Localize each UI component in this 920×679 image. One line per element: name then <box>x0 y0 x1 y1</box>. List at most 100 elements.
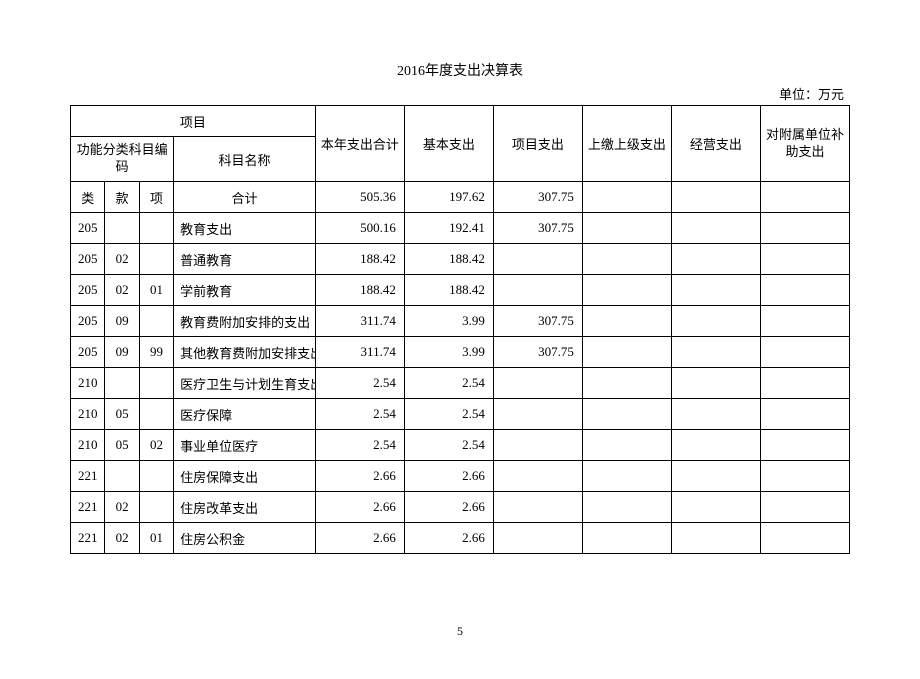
cell-name: 其他教育费附加安排支出 <box>174 337 316 368</box>
cell-xiang <box>139 213 173 244</box>
hdr-project: 项目 <box>71 106 316 137</box>
cell-v5 <box>671 182 760 213</box>
table-row: 2210201住房公积金2.662.66 <box>71 523 850 554</box>
cell-v5 <box>671 244 760 275</box>
unit-label: 单位：万元 <box>70 84 850 103</box>
table-row: 2100502事业单位医疗2.542.54 <box>71 430 850 461</box>
table-row: 221住房保障支出2.662.66 <box>71 461 850 492</box>
table-row: 21005医疗保障2.542.54 <box>71 399 850 430</box>
page-title: 2016年度支出决算表 <box>70 60 850 80</box>
cell-v3: 307.75 <box>493 337 582 368</box>
cell-xiang <box>139 306 173 337</box>
cell-v6 <box>760 182 849 213</box>
hdr-subject-name: 科目名称 <box>174 137 316 182</box>
table-row-heji: 类款项合计505.36197.62307.75 <box>71 182 850 213</box>
cell-v1: 2.54 <box>315 368 404 399</box>
cell-v2: 2.66 <box>404 461 493 492</box>
cell-lei: 221 <box>71 492 105 523</box>
cell-v5 <box>671 399 760 430</box>
cell-v3: 307.75 <box>493 306 582 337</box>
cell-xiang <box>139 492 173 523</box>
table-row: 22102住房改革支出2.662.66 <box>71 492 850 523</box>
cell-v2: 188.42 <box>404 275 493 306</box>
cell-lei: 205 <box>71 337 105 368</box>
cell-v2: 3.99 <box>404 337 493 368</box>
cell-v5 <box>671 492 760 523</box>
cell-kuan: 02 <box>105 275 139 306</box>
cell-lei: 205 <box>71 275 105 306</box>
table-body: 类款项合计505.36197.62307.75205教育支出500.16192.… <box>71 182 850 554</box>
table-row: 2050201学前教育188.42188.42 <box>71 275 850 306</box>
cell-v5 <box>671 306 760 337</box>
cell-v3: 307.75 <box>493 182 582 213</box>
hdr-upper: 上缴上级支出 <box>582 106 671 182</box>
cell-v5 <box>671 337 760 368</box>
cell-name: 事业单位医疗 <box>174 430 316 461</box>
cell-name: 住房保障支出 <box>174 461 316 492</box>
cell-name: 医疗保障 <box>174 399 316 430</box>
cell-v4 <box>582 492 671 523</box>
hdr-operating: 经营支出 <box>671 106 760 182</box>
cell-v5 <box>671 523 760 554</box>
cell-xiang <box>139 368 173 399</box>
cell-v6 <box>760 430 849 461</box>
cell-v1: 188.42 <box>315 244 404 275</box>
table-row: 20502普通教育188.42188.42 <box>71 244 850 275</box>
cell-name: 住房改革支出 <box>174 492 316 523</box>
cell-v3 <box>493 399 582 430</box>
cell-kuan-hdr: 款 <box>105 182 139 213</box>
cell-v4 <box>582 337 671 368</box>
cell-v4 <box>582 368 671 399</box>
cell-v4 <box>582 461 671 492</box>
cell-v3 <box>493 461 582 492</box>
cell-v3 <box>493 523 582 554</box>
cell-v3 <box>493 492 582 523</box>
cell-v4 <box>582 213 671 244</box>
hdr-total: 本年支出合计 <box>315 106 404 182</box>
cell-xiang: 01 <box>139 275 173 306</box>
cell-v5 <box>671 213 760 244</box>
cell-v6 <box>760 275 849 306</box>
cell-kuan: 02 <box>105 492 139 523</box>
table-row: 205教育支出500.16192.41307.75 <box>71 213 850 244</box>
cell-v2: 2.66 <box>404 523 493 554</box>
cell-v2: 2.66 <box>404 492 493 523</box>
cell-xiang-hdr: 项 <box>139 182 173 213</box>
cell-v1: 2.66 <box>315 461 404 492</box>
cell-v1: 2.66 <box>315 523 404 554</box>
cell-v4 <box>582 306 671 337</box>
cell-v6 <box>760 523 849 554</box>
cell-v4 <box>582 275 671 306</box>
table-row: 20509教育费附加安排的支出311.743.99307.75 <box>71 306 850 337</box>
cell-v2: 197.62 <box>404 182 493 213</box>
cell-v2: 2.54 <box>404 430 493 461</box>
cell-v1: 2.54 <box>315 399 404 430</box>
cell-kuan <box>105 213 139 244</box>
cell-v3 <box>493 275 582 306</box>
cell-name: 住房公积金 <box>174 523 316 554</box>
hdr-subsidy: 对附属单位补助支出 <box>760 106 849 182</box>
cell-v1: 311.74 <box>315 337 404 368</box>
cell-v3 <box>493 244 582 275</box>
cell-v6 <box>760 368 849 399</box>
cell-v4 <box>582 244 671 275</box>
cell-lei-hdr: 类 <box>71 182 105 213</box>
cell-v5 <box>671 275 760 306</box>
cell-name: 教育支出 <box>174 213 316 244</box>
table-row: 210医疗卫生与计划生育支出2.542.54 <box>71 368 850 399</box>
cell-v5 <box>671 430 760 461</box>
cell-v2: 192.41 <box>404 213 493 244</box>
cell-v1: 188.42 <box>315 275 404 306</box>
cell-kuan: 05 <box>105 399 139 430</box>
cell-v6 <box>760 213 849 244</box>
cell-v6 <box>760 337 849 368</box>
cell-name: 普通教育 <box>174 244 316 275</box>
cell-kuan <box>105 461 139 492</box>
cell-v6 <box>760 244 849 275</box>
cell-name: 学前教育 <box>174 275 316 306</box>
cell-lei: 210 <box>71 399 105 430</box>
cell-name: 医疗卫生与计划生育支出 <box>174 368 316 399</box>
cell-kuan: 09 <box>105 337 139 368</box>
cell-v2: 188.42 <box>404 244 493 275</box>
cell-lei: 221 <box>71 461 105 492</box>
